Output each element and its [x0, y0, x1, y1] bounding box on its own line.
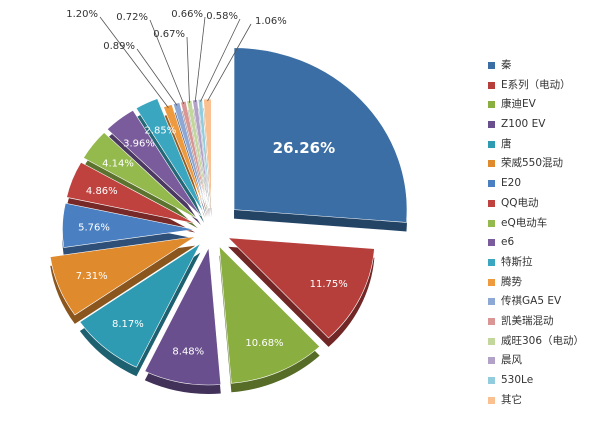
slice-7: [66, 161, 196, 224]
legend-item: 荣威550混动: [488, 154, 596, 174]
slice-3-label: 8.48%: [172, 346, 204, 357]
slice-17: [203, 98, 212, 209]
legend-swatch: [488, 337, 495, 345]
legend-swatch: [488, 219, 495, 227]
legend-label: 530Le: [501, 374, 534, 386]
legend-swatch: [488, 62, 495, 69]
legend-swatch: [488, 199, 495, 207]
slice-11-leader: [99, 16, 169, 109]
slice-0: [233, 47, 408, 223]
legend-item: 传祺GA5 EV: [488, 292, 596, 312]
legend-item: Z100 EV: [488, 115, 596, 135]
legend-item: 威旺306（电动）: [488, 332, 596, 352]
legend-item: 腾势: [488, 273, 596, 293]
slice-13-label: 0.72%: [116, 12, 148, 23]
slice-2: [218, 245, 321, 384]
legend-label: E系列（电动）: [501, 78, 571, 91]
legend-swatch: [488, 239, 495, 247]
slice-4: [79, 242, 202, 368]
legend-swatch: [488, 81, 495, 89]
legend-item: 凯美瑞混动: [488, 312, 596, 332]
slice-6: [62, 202, 195, 248]
legend-item: eQ电动车: [488, 214, 596, 234]
slice-7-label: 4.86%: [86, 186, 118, 197]
slice-1-label: 11.75%: [310, 279, 348, 290]
slice-17-label: 1.06%: [255, 16, 287, 27]
slice-8: [83, 132, 198, 220]
slice-15-label: 0.66%: [171, 9, 203, 20]
legend-swatch: [488, 160, 495, 168]
legend-item: QQ电动: [488, 194, 596, 214]
slice-12-leader: [136, 48, 178, 106]
legend-item: e6: [488, 233, 596, 253]
legend-label: Z100 EV: [501, 118, 546, 131]
slice-11: [163, 104, 206, 210]
legend-swatch: [488, 317, 495, 325]
legend-swatch: [488, 298, 495, 306]
legend-item: 530Le: [488, 371, 596, 391]
slice-15-leader: [194, 16, 206, 103]
legend-swatch: [488, 278, 495, 286]
legend-label: 荣威550混动: [501, 157, 564, 170]
slice-16-leader: [200, 18, 241, 102]
slice-10-label: 2.85%: [145, 126, 177, 137]
legend-item: 特斯拉: [488, 253, 596, 273]
legend-swatch: [488, 140, 495, 148]
legend-label: 腾势: [501, 275, 522, 288]
slice-16-label: 0.58%: [206, 11, 238, 22]
slice-2-label: 10.68%: [245, 338, 283, 349]
slice-11-label: 1.20%: [66, 9, 98, 20]
slice-9-label: 3.96%: [123, 138, 155, 149]
legend-item: 秦: [488, 56, 596, 76]
legend-label: E20: [501, 177, 521, 190]
legend-swatch: [488, 357, 495, 365]
slice-13-leader: [149, 19, 185, 105]
legend-label: 其它: [501, 393, 522, 406]
legend-label: 康迪EV: [501, 98, 536, 111]
slice-8-label: 4.14%: [102, 159, 134, 170]
slice-10: [135, 98, 205, 214]
legend-label: QQ电动: [501, 196, 539, 209]
legend-swatch: [488, 258, 495, 266]
legend-item: 康迪EV: [488, 95, 596, 115]
legend-label: 凯美瑞混动: [501, 314, 554, 327]
legend-label: 晨风: [501, 354, 522, 367]
legend-item: E20: [488, 174, 596, 194]
slice-16: [197, 98, 211, 209]
legend-label: 威旺306（电动）: [501, 334, 585, 347]
legend-item: 唐: [488, 135, 596, 155]
slice-17-leader: [207, 23, 252, 102]
legend-swatch: [488, 377, 495, 384]
slice-15: [192, 99, 210, 209]
slice-5: [49, 236, 196, 316]
legend-label: 秦: [501, 59, 512, 71]
slice-1: [227, 237, 375, 339]
slice-3: [144, 246, 222, 386]
chart-legend: 秦 E系列（电动） 康迪EV Z100 EV 唐荣威550混动 E20 QQ电动 eQ电动车 e…: [488, 56, 596, 410]
slice-6-label: 5.76%: [78, 222, 110, 233]
slice-14-leader: [186, 36, 190, 103]
legend-swatch: [488, 101, 495, 109]
legend-swatch: [488, 396, 495, 404]
legend-label: 特斯拉: [501, 255, 533, 268]
legend-item: 晨风: [488, 351, 596, 371]
slice-12-label: 0.89%: [103, 41, 135, 52]
legend-swatch: [488, 121, 495, 129]
slice-4-label: 8.17%: [112, 319, 144, 330]
legend-label: 传祺GA5 EV: [501, 295, 562, 308]
legend-item: 其它: [488, 391, 596, 411]
slice-5-label: 7.31%: [76, 271, 108, 282]
slice-14-label: 0.67%: [153, 29, 185, 40]
slice-9: [106, 109, 202, 217]
slice-12: [172, 102, 207, 209]
slice-0-label: 26.26%: [273, 139, 335, 157]
legend-item: E系列（电动）: [488, 76, 596, 96]
legend-label: eQ电动车: [501, 216, 548, 229]
legend-swatch: [488, 180, 495, 188]
legend-label: 唐: [501, 137, 512, 150]
legend-label: e6: [501, 236, 515, 249]
